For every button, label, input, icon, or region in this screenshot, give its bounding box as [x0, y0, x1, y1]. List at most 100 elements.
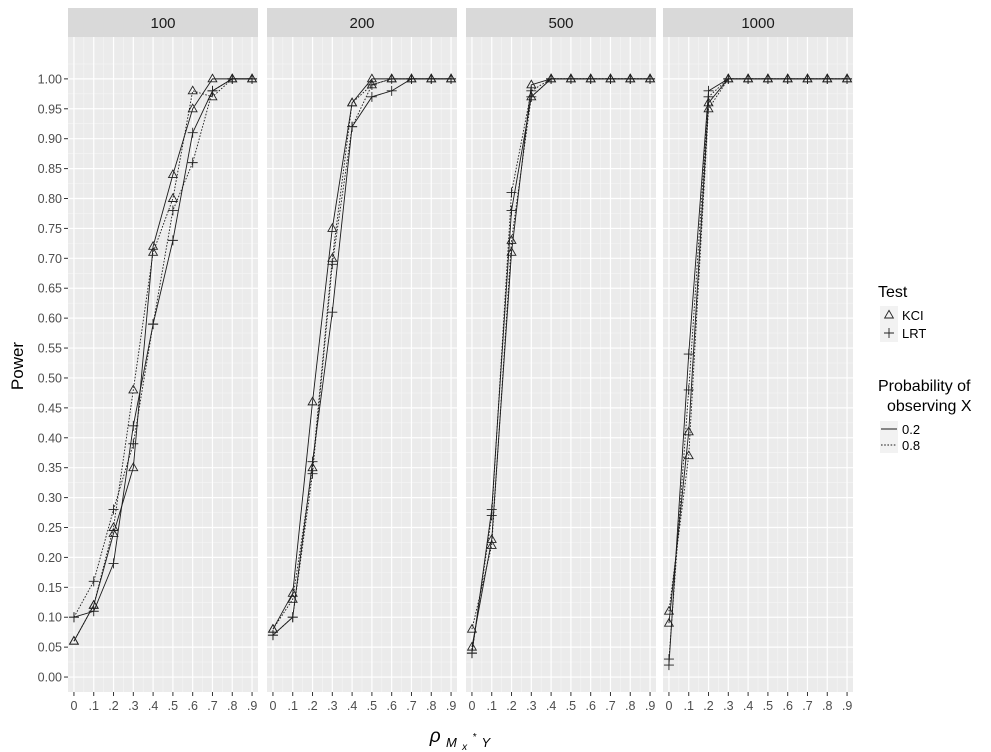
data-point-kci: [703, 97, 714, 107]
data-point-kci: [663, 605, 675, 615]
data-point-lrt: [187, 157, 198, 168]
data-point-lrt: [585, 73, 596, 84]
legend-key-kci: [883, 309, 895, 319]
data-point-kci: [663, 617, 675, 627]
y-tick-label: 0.30: [38, 491, 62, 505]
y-tick-label: 0.05: [38, 641, 62, 655]
y-tick-label: 0.00: [38, 671, 62, 685]
legend-prob-title-line-2: observing X: [887, 398, 972, 415]
x-tick-label: 0: [269, 699, 276, 713]
y-tick-label: 0.10: [38, 611, 62, 625]
data-point-kci: [486, 533, 497, 543]
x-tick-label: .8: [227, 699, 237, 713]
legend-label-lrt: LRT: [902, 326, 926, 341]
data-point-lrt: [842, 73, 853, 84]
data-point-lrt: [366, 91, 377, 102]
data-point-lrt: [506, 205, 517, 216]
x-tick-label: .9: [842, 699, 852, 713]
data-point-lrt: [625, 73, 636, 84]
data-point-lrt: [762, 73, 773, 84]
data-point-kci: [683, 426, 694, 436]
facet-strip: [267, 8, 457, 37]
x-tick-label: .3: [723, 699, 733, 713]
x-tick-label: .3: [526, 699, 536, 713]
data-point-kci: [147, 240, 159, 250]
x-tick-label: .8: [426, 699, 436, 713]
data-point-kci: [327, 222, 338, 232]
data-point-lrt: [287, 612, 298, 623]
data-point-kci: [346, 97, 358, 107]
x-tick-label: .6: [782, 699, 792, 713]
data-point-lrt: [68, 612, 79, 623]
y-tick-label: 0.20: [38, 551, 62, 565]
x-tick-label: .5: [763, 699, 773, 713]
data-point-lrt: [366, 79, 377, 90]
data-point-kci: [108, 522, 119, 531]
x-tick-label: 0: [70, 699, 77, 713]
facet-strip: [68, 8, 258, 37]
legend-label-kci: KCI: [902, 308, 924, 323]
panel-500: 500 0 .1 .2 .3 .4 .5 .6 .7 .8 .9: [466, 8, 656, 713]
x-tick-label: .9: [645, 699, 655, 713]
legend: Test KCI LRT Probability of observing X 0…: [878, 284, 972, 453]
x-tick-label: .2: [703, 699, 713, 713]
facet-strip: [663, 8, 853, 37]
y-tick-label: 0.35: [38, 461, 62, 475]
data-point-lrt: [108, 558, 119, 569]
y-tick-label: 0.15: [38, 581, 62, 595]
x-tick-label: .2: [108, 699, 118, 713]
data-point-lrt: [466, 648, 477, 659]
y-tick-label: 0.80: [38, 192, 62, 206]
y-tick-label: 1.00: [38, 72, 62, 86]
data-point-kci: [68, 635, 80, 645]
data-point-lrt: [347, 121, 358, 132]
y-tick-label: 0.40: [38, 431, 62, 445]
x-tick-label: .8: [822, 699, 832, 713]
x-tick-label: .9: [446, 699, 456, 713]
data-point-kci: [128, 384, 139, 394]
legend-test-items: KCI LRT: [880, 306, 926, 342]
data-point-kci: [506, 246, 517, 256]
x-axis-label: ρ M x * Y: [429, 724, 492, 752]
x-axis-label-tail: Y: [482, 735, 492, 750]
x-tick-label: .1: [684, 699, 694, 713]
x-tick-label: .4: [743, 699, 753, 713]
panel-100: 100 0 .1 .2 .3 .4 .5 .6 .7 .8 .9 0.00 0.05 0.10 0.15 0.…: [38, 8, 258, 713]
y-tick-label: 0.25: [38, 521, 62, 535]
data-point-lrt: [645, 73, 656, 84]
x-tick-label: .5: [566, 699, 576, 713]
data-point-lrt: [88, 576, 99, 587]
data-point-lrt: [386, 85, 397, 96]
x-tick-label: .5: [367, 699, 377, 713]
data-point-lrt: [663, 654, 674, 665]
legend-key-lrt: [884, 328, 894, 338]
y-tick-label: 0.90: [38, 132, 62, 146]
data-point-lrt: [822, 73, 833, 84]
x-tick-label: .6: [386, 699, 396, 713]
legend-test-title: Test: [878, 284, 908, 301]
y-tick-label: 0.85: [38, 162, 62, 176]
data-point-lrt: [723, 73, 734, 84]
facet-strip: [466, 8, 656, 37]
x-tick-label: .4: [347, 699, 357, 713]
panel-1000: 1000 0 .1 .2 .3 .4 .5 .6 .7 .8 .9: [663, 8, 853, 713]
data-point-lrt: [683, 384, 694, 395]
series-line-lrt-0.2: [73, 78, 253, 618]
y-tick-label: 0.60: [38, 312, 62, 326]
data-point-lrt: [327, 307, 338, 318]
legend-label-0.8: 0.8: [902, 438, 920, 453]
y-tick-label: 0.55: [38, 342, 62, 356]
data-point-lrt: [207, 85, 218, 96]
x-tick-label: .9: [247, 699, 257, 713]
data-point-lrt: [327, 259, 338, 270]
data-point-kci: [187, 85, 198, 95]
y-axis-label: Power: [8, 342, 27, 391]
x-tick-label: 0: [468, 699, 475, 713]
x-axis-label-sup: *: [472, 732, 477, 743]
data-point-kci: [466, 623, 478, 633]
data-point-lrt: [227, 73, 238, 84]
series-line-lrt-0.8: [471, 78, 651, 654]
x-tick-label: .4: [148, 699, 158, 713]
data-point-lrt: [605, 73, 616, 84]
